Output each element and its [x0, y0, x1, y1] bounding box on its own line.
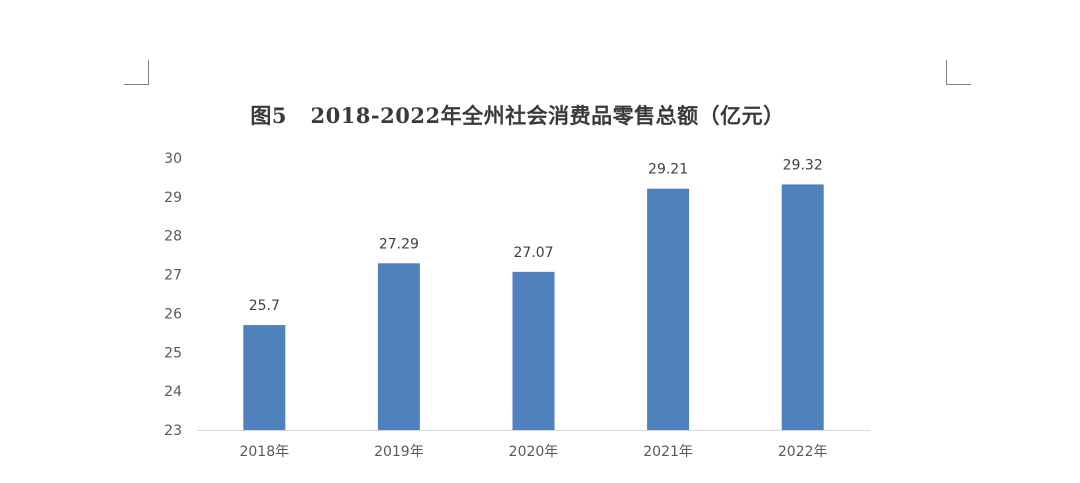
bar-2020年	[512, 271, 555, 430]
x-tick-label: 2021年	[643, 444, 693, 460]
bar-2019年	[377, 263, 420, 430]
data-label: 27.29	[379, 236, 419, 252]
data-label: 29.21	[648, 162, 688, 178]
bar-2021年	[647, 188, 690, 430]
data-label: 25.7	[249, 298, 280, 314]
y-tick-label: 25	[164, 345, 182, 361]
data-label: 27.07	[513, 245, 553, 261]
x-tick-label: 2022年	[778, 444, 828, 460]
x-tick-label: 2019年	[374, 444, 424, 460]
y-tick-label: 29	[164, 190, 182, 206]
y-tick-label: 28	[164, 229, 182, 245]
crop-mark-right	[946, 60, 971, 85]
crop-mark-left	[124, 60, 149, 85]
y-tick-label: 27	[164, 268, 182, 284]
y-tick-label: 23	[164, 423, 182, 439]
chart-title: 图5 2018-2022年全州社会消费品零售总额（亿元）	[250, 103, 785, 128]
y-tick-label: 26	[164, 306, 182, 322]
bar-2018年	[243, 325, 286, 430]
data-label: 29.32	[783, 157, 823, 173]
bar-2022年	[781, 184, 824, 430]
x-tick-label: 2020年	[509, 444, 559, 460]
y-tick-label: 30	[164, 151, 182, 167]
x-tick-label: 2018年	[239, 444, 289, 460]
y-tick-label: 24	[164, 384, 182, 400]
